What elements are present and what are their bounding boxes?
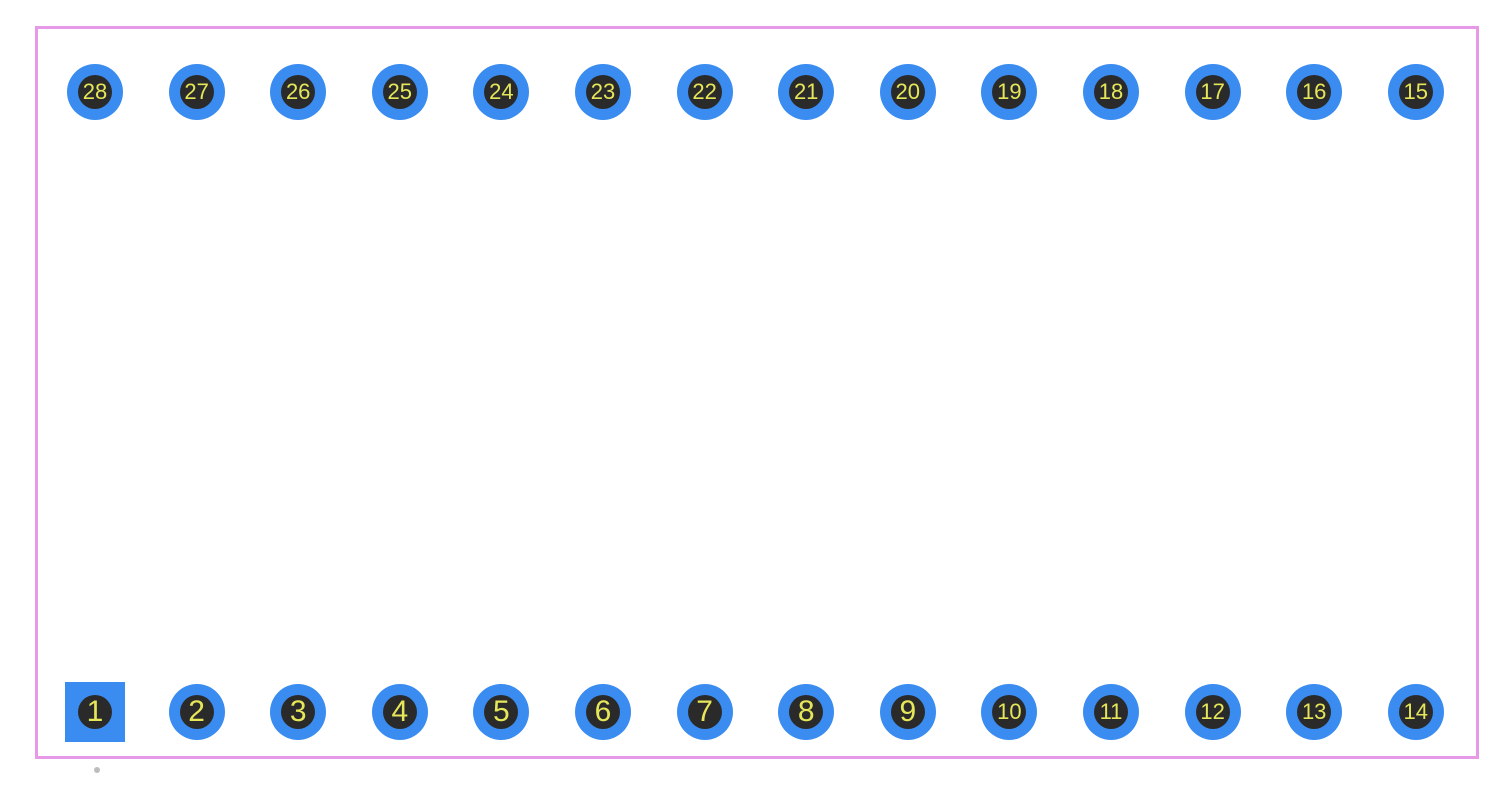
pad-pin-17: 17 bbox=[1185, 64, 1241, 120]
pad-label: 20 bbox=[896, 81, 920, 103]
pad-label: 16 bbox=[1302, 81, 1326, 103]
pad-label: 8 bbox=[798, 697, 815, 727]
pad-label: 28 bbox=[83, 81, 107, 103]
pad-label: 1 bbox=[87, 697, 104, 727]
pad-label: 12 bbox=[1200, 701, 1224, 723]
pad-label: 6 bbox=[595, 697, 612, 727]
pad-label: 5 bbox=[493, 697, 510, 727]
pad-pin-4: 4 bbox=[372, 684, 428, 740]
pad-label: 11 bbox=[1100, 701, 1123, 723]
pad-pin-26: 26 bbox=[270, 64, 326, 120]
pad-label: 3 bbox=[290, 697, 307, 727]
origin-marker-dot bbox=[94, 767, 100, 773]
pad-pin-3: 3 bbox=[270, 684, 326, 740]
pad-label: 18 bbox=[1099, 81, 1123, 103]
pad-label: 25 bbox=[388, 81, 412, 103]
pad-pin-18: 18 bbox=[1083, 64, 1139, 120]
package-outline bbox=[35, 26, 1479, 759]
pad-pin-15: 15 bbox=[1388, 64, 1444, 120]
pad-label: 14 bbox=[1404, 701, 1428, 723]
pad-pin-13: 13 bbox=[1286, 684, 1342, 740]
pad-pin-6: 6 bbox=[575, 684, 631, 740]
pad-label: 17 bbox=[1200, 81, 1224, 103]
pad-pin-22: 22 bbox=[677, 64, 733, 120]
pad-pin-21: 21 bbox=[778, 64, 834, 120]
pad-label: 21 bbox=[794, 81, 818, 103]
pad-pin-10: 10 bbox=[981, 684, 1037, 740]
pad-label: 19 bbox=[997, 81, 1021, 103]
pad-pin-11: 11 bbox=[1083, 684, 1139, 740]
pad-pin-5: 5 bbox=[473, 684, 529, 740]
pad-label: 26 bbox=[286, 81, 310, 103]
pad-pin-20: 20 bbox=[880, 64, 936, 120]
pad-label: 15 bbox=[1404, 81, 1428, 103]
pad-pin-2: 2 bbox=[169, 684, 225, 740]
pad-pin-8: 8 bbox=[778, 684, 834, 740]
pad-pin-1: 1 bbox=[67, 684, 123, 740]
pad-pin-28: 28 bbox=[67, 64, 123, 120]
pad-pin-23: 23 bbox=[575, 64, 631, 120]
pad-label: 7 bbox=[696, 697, 713, 727]
pad-pin-7: 7 bbox=[677, 684, 733, 740]
pad-label: 2 bbox=[188, 697, 205, 727]
pad-pin-9: 9 bbox=[880, 684, 936, 740]
pad-pin-19: 19 bbox=[981, 64, 1037, 120]
pad-label: 10 bbox=[997, 701, 1021, 723]
pad-label: 13 bbox=[1302, 701, 1326, 723]
pad-pin-16: 16 bbox=[1286, 64, 1342, 120]
pad-label: 22 bbox=[692, 81, 716, 103]
pad-label: 27 bbox=[184, 81, 208, 103]
pad-label: 4 bbox=[391, 697, 408, 727]
pad-pin-24: 24 bbox=[473, 64, 529, 120]
pad-pin-27: 27 bbox=[169, 64, 225, 120]
pad-pin-12: 12 bbox=[1185, 684, 1241, 740]
pad-pin-25: 25 bbox=[372, 64, 428, 120]
pad-label: 23 bbox=[591, 81, 615, 103]
pad-pin-14: 14 bbox=[1388, 684, 1444, 740]
pad-label: 9 bbox=[899, 697, 916, 727]
pad-label: 24 bbox=[489, 81, 513, 103]
